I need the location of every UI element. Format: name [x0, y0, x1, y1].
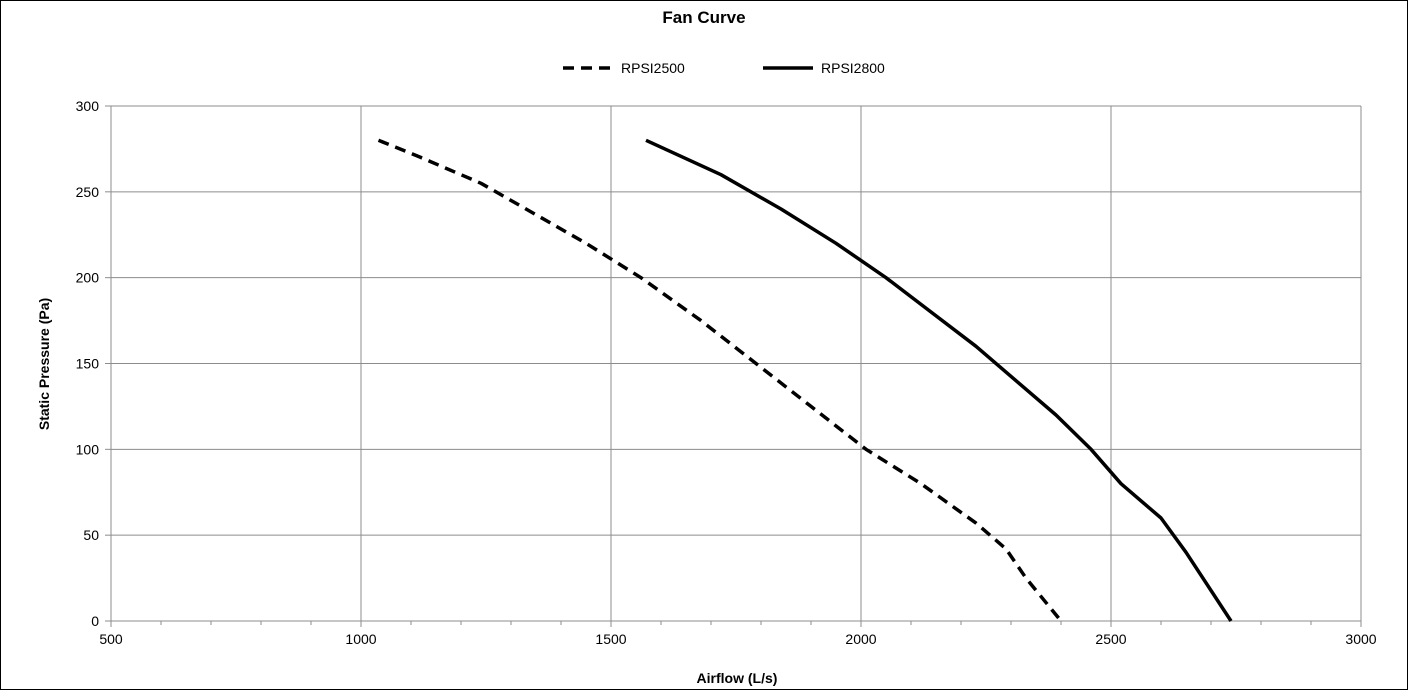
series-lines — [377, 138, 1233, 623]
y-axis-title: Static Pressure (Pa) — [36, 298, 52, 430]
x-tick-label: 1500 — [595, 631, 626, 647]
series-line-rpsi2800 — [645, 138, 1233, 622]
y-tick-label: 200 — [76, 270, 100, 286]
legend-label-rpsi2800: RPSI2800 — [821, 60, 885, 76]
x-tick-label: 2000 — [845, 631, 876, 647]
legend-label-rpsi2500: RPSI2500 — [621, 60, 685, 76]
grid — [110, 105, 1362, 622]
legend: RPSI2500 RPSI2800 — [563, 60, 885, 76]
x-tick-label: 2500 — [1095, 631, 1126, 647]
y-tick-label: 0 — [91, 613, 99, 629]
axes: 0 50 100 150 200 250 300 500 1000 1500 2000 2500 300… — [76, 98, 1377, 647]
y-tick-label: 300 — [76, 98, 100, 114]
y-tick-label: 150 — [76, 356, 100, 372]
y-tick-label: 50 — [83, 527, 99, 543]
x-tick-label: 1000 — [345, 631, 376, 647]
chart-title: Fan Curve — [662, 8, 745, 27]
y-tick-label: 250 — [76, 184, 100, 200]
series-line-rpsi2500 — [377, 138, 1063, 623]
x-tick-label: 3000 — [1345, 631, 1376, 647]
x-axis-title: Airflow (L/s) — [697, 670, 778, 686]
x-tick-label: 500 — [99, 631, 123, 647]
y-tick-label: 100 — [76, 441, 100, 457]
